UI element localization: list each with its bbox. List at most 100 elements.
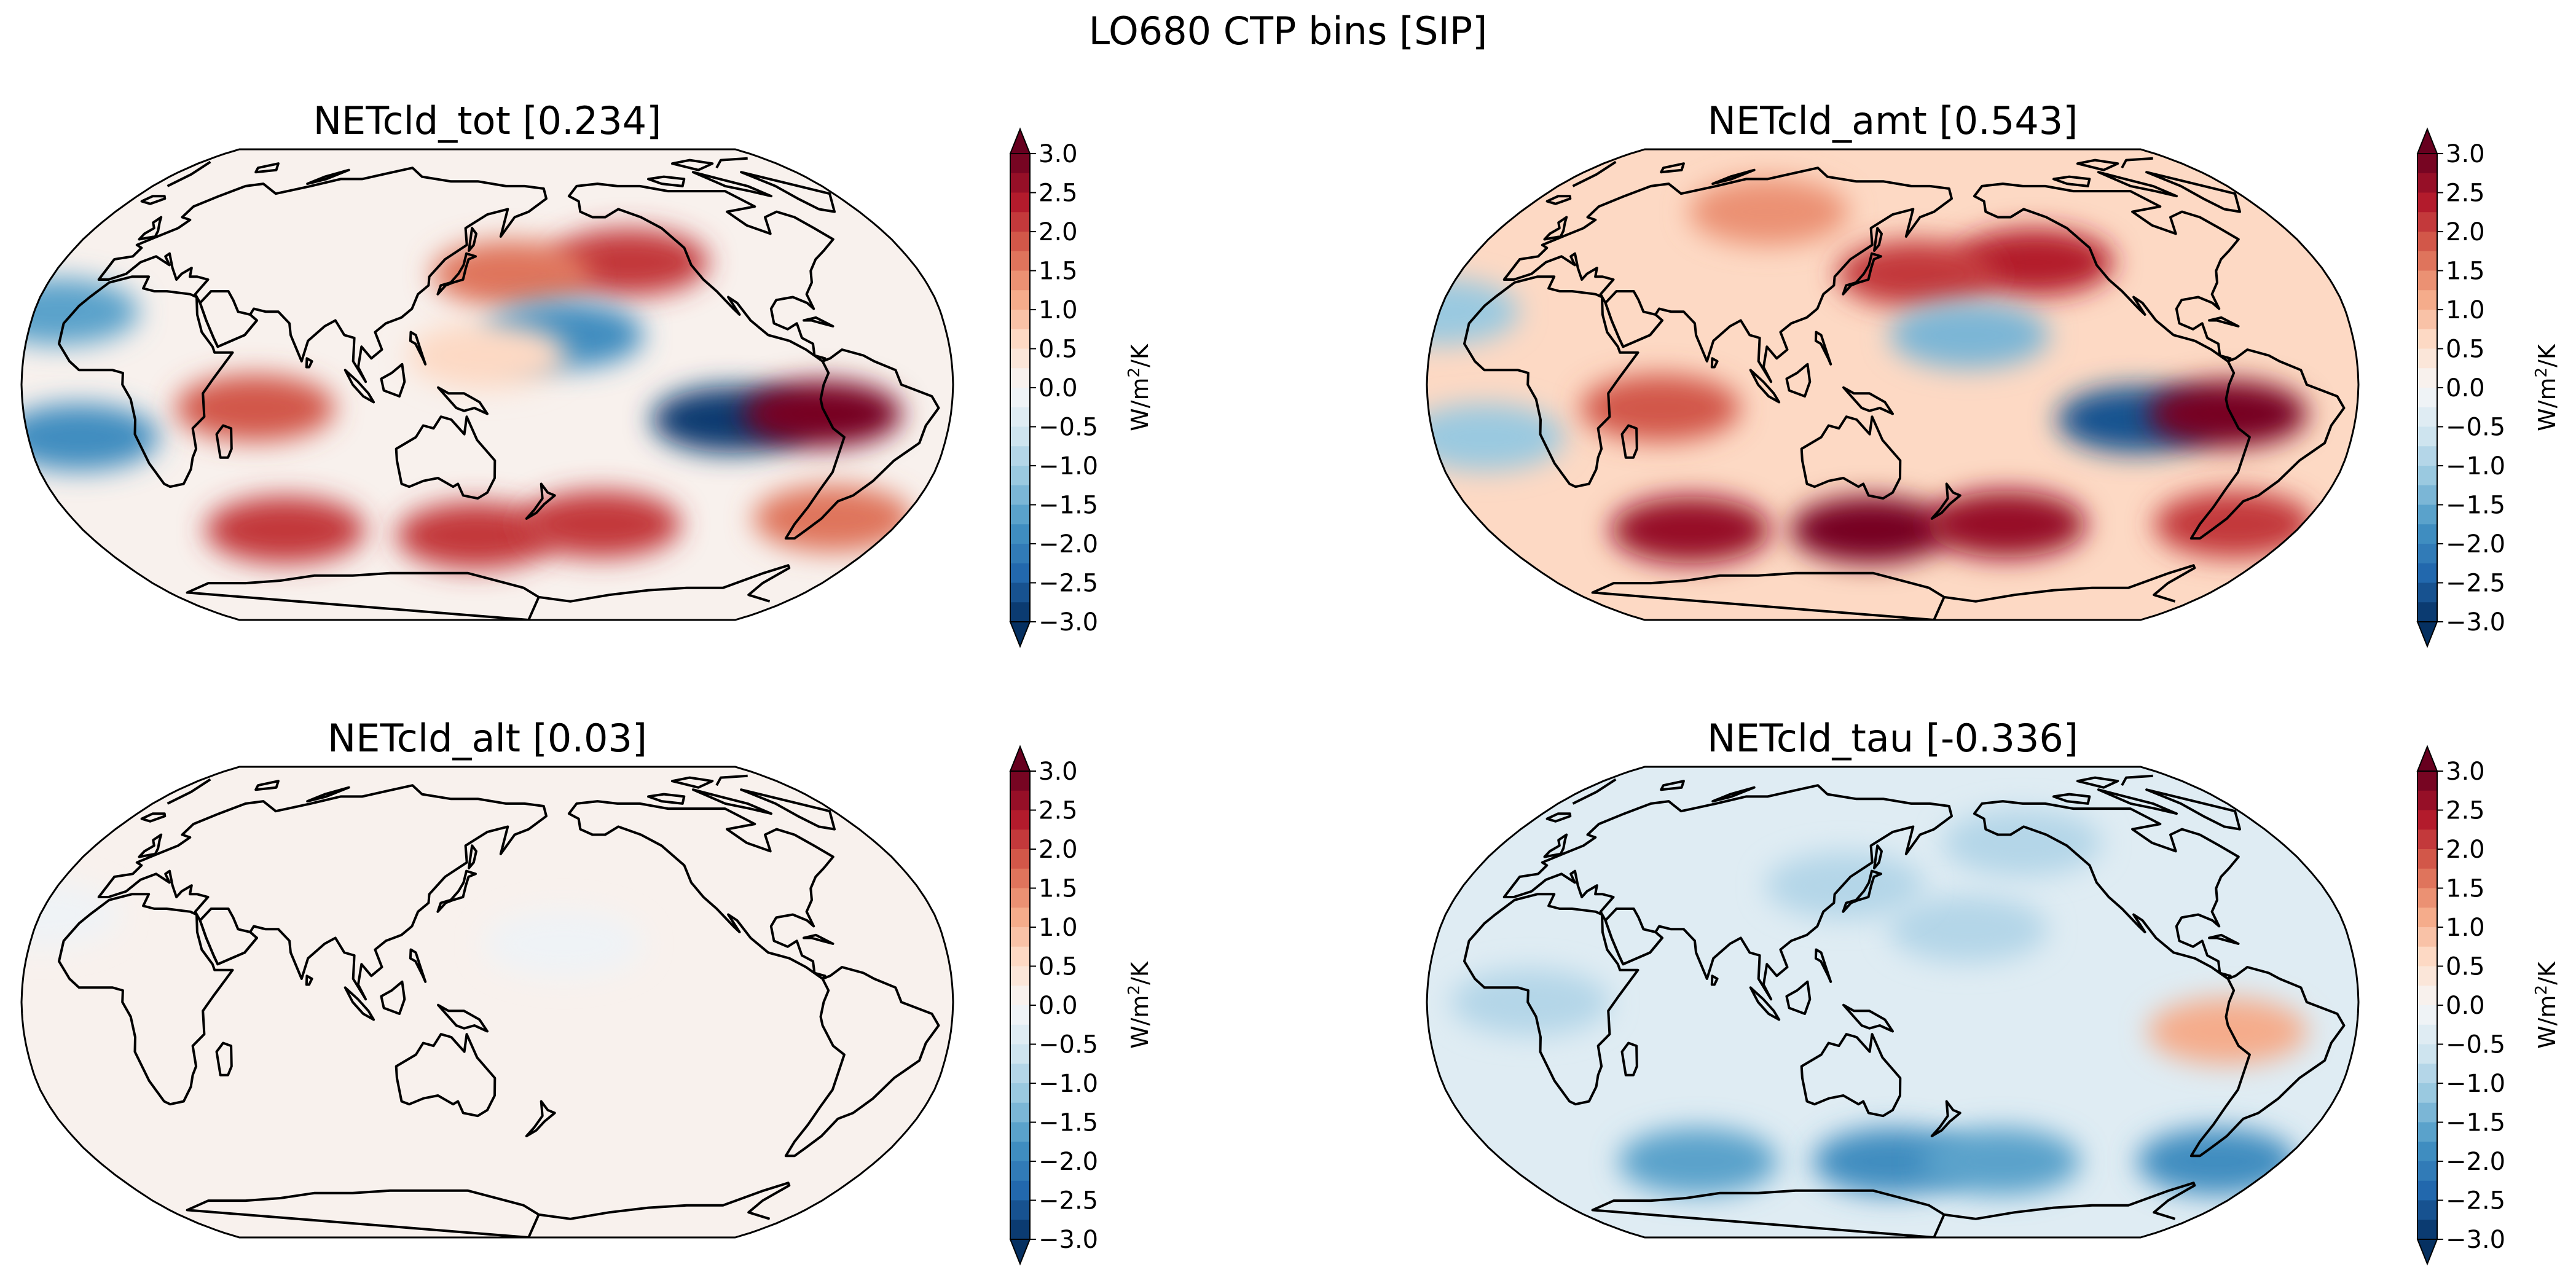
colorbar-tick-label: −0.5	[1039, 1031, 1098, 1059]
field-anomaly-9	[205, 496, 365, 563]
coastline-borneo	[380, 980, 406, 1015]
colorbar-tick-label: −3.0	[1039, 1226, 1098, 1254]
colorbar-bin	[1010, 348, 1030, 369]
field-anomaly-6	[1942, 809, 2102, 876]
field-anomaly-4	[2148, 998, 2307, 1065]
colorbar-bin	[1010, 524, 1030, 544]
colorbar-tick-label: −3.0	[2446, 608, 2505, 637]
panel-title-tau: NETcld_tau [-0.336]	[1706, 716, 2079, 761]
coastline-sri-lanka	[1710, 357, 1719, 369]
colorbar-label: W/m2/K	[2532, 343, 2561, 431]
colorbar-bin	[2417, 348, 2437, 369]
field-anomaly-12	[1689, 178, 1848, 245]
colorbar-tick-label: 1.0	[1039, 914, 1078, 942]
colorbar-tick-label: 1.5	[1039, 875, 1078, 903]
colorbar-extend-max	[1009, 127, 1031, 154]
colorbar-bin	[1010, 829, 1030, 850]
colorbar-tick-label: −2.0	[1039, 530, 1098, 559]
coastline-new-zealand	[525, 1100, 556, 1137]
coastline-svalbard	[254, 780, 280, 791]
colorbar-amt: 3.0 2.5 2.0 1.5 1.0 0.5 0.0 −0.5 −1.0 −1.5 −2.0 −2.…	[2416, 127, 2561, 648]
colorbar-bin	[1010, 888, 1030, 908]
coastline-australia	[1800, 415, 1902, 500]
coastline-greenland	[1572, 157, 2241, 213]
colorbar-bin	[1010, 173, 1030, 194]
colorbar-bin	[1010, 1180, 1030, 1201]
colorbar-bin	[1010, 908, 1030, 928]
colorbar-bin	[2417, 927, 2437, 947]
colorbar-bin	[2417, 212, 2437, 232]
colorbar-bin	[1010, 790, 1030, 811]
colorbar-tick-label: −1.5	[2446, 492, 2505, 520]
colorbar-bin	[2417, 946, 2437, 967]
field-anomaly-2	[1921, 1128, 2081, 1195]
coastline-japan	[1842, 869, 1882, 913]
colorbar-bin	[1010, 602, 1030, 622]
field-anomaly-7	[175, 374, 335, 442]
colorbar-tick-label: 0.5	[2446, 953, 2485, 981]
coastline-cuba	[2208, 933, 2240, 945]
colorbar-tick-label: −2.5	[1039, 1187, 1098, 1215]
colorbar-bin	[1010, 192, 1030, 213]
coastline-iceland	[140, 195, 167, 205]
coastline-sumatra	[1749, 369, 1781, 404]
colorbar-bin	[1010, 966, 1030, 986]
panel-title-tot: NETcld_tot [0.234]	[313, 98, 662, 143]
colorbar-bin	[1010, 446, 1030, 466]
coastline-south-america	[784, 348, 940, 540]
coastline-borneo	[380, 363, 406, 398]
colorbar-bin	[1010, 582, 1030, 603]
colorbar-bin	[2417, 790, 2437, 811]
colorbar-tick-label: 3.0	[1039, 758, 1078, 786]
field-anomaly-8	[396, 502, 556, 569]
coastline-arabia	[198, 290, 258, 348]
field-anomaly-4	[742, 380, 902, 447]
coastline-africa	[58, 893, 234, 1106]
colorbar-bin	[1010, 154, 1030, 174]
colorbar-tick-label: 1.0	[2446, 296, 2485, 324]
colorbar-tick-label: 0.0	[2446, 992, 2485, 1020]
colorbar-tick-label: −2.0	[1039, 1148, 1098, 1176]
coastline-new-guinea	[1842, 386, 1894, 415]
colorbar-bin	[2417, 1122, 2437, 1142]
colorbar-tick-label: −2.0	[2446, 1148, 2505, 1176]
colorbar-tick-label: −0.5	[2446, 1031, 2505, 1059]
coastline-south-america	[2189, 348, 2346, 540]
colorbar-tick-label: 1.5	[1039, 257, 1078, 286]
coastline-novaya-zemlya	[306, 168, 350, 186]
colorbar-bin	[1010, 212, 1030, 232]
colorbar-bin	[2417, 563, 2437, 584]
colorbar-bin	[2417, 849, 2437, 869]
colorbar-bin	[2417, 582, 2437, 603]
coastline-eurasia	[97, 167, 548, 383]
colorbar-bin	[2417, 192, 2437, 213]
coastline-arabia	[198, 908, 258, 966]
colorbar-tick-label: 3.0	[2446, 140, 2485, 168]
coastline-eurasia	[1502, 167, 1953, 383]
coastline-madagascar	[215, 1041, 233, 1076]
colorbar-tick-label: 0.0	[1039, 374, 1078, 402]
colorbar-tot: 3.0 2.5 2.0 1.5 1.0 0.5 0.0 −0.5 −1.0 −1.5 −2.0 −2.…	[1009, 127, 1153, 648]
colorbar-bin	[2417, 1161, 2437, 1182]
field-anomaly-11	[2154, 491, 2314, 558]
colorbar-bin	[1010, 1102, 1030, 1123]
colorbar-bin	[2417, 966, 2437, 986]
coastline-iceland	[1545, 812, 1572, 823]
coastline-sri-lanka	[305, 357, 313, 369]
field-anomaly-0	[484, 910, 643, 978]
colorbar-tick-label: 2.0	[2446, 836, 2485, 864]
colorbar-bin	[2417, 270, 2437, 291]
coastline-antarctica	[1591, 1182, 2196, 1237]
field-anomaly-1	[431, 240, 591, 307]
coastline-australia	[395, 1033, 497, 1118]
colorbar-bin	[2417, 1083, 2437, 1104]
coastline-africa	[58, 275, 234, 488]
field-anomaly-2	[1890, 302, 2049, 369]
colorbar-bin	[1010, 329, 1030, 350]
coastline-canada-arctic-3	[670, 776, 714, 789]
colorbar-tick-label: −2.0	[2446, 530, 2505, 559]
coastline-japan	[436, 869, 477, 913]
coastline-canada-arctic-1	[2052, 175, 2091, 187]
colorbar-bin	[2417, 810, 2437, 830]
colorbar-bin	[1010, 849, 1030, 869]
